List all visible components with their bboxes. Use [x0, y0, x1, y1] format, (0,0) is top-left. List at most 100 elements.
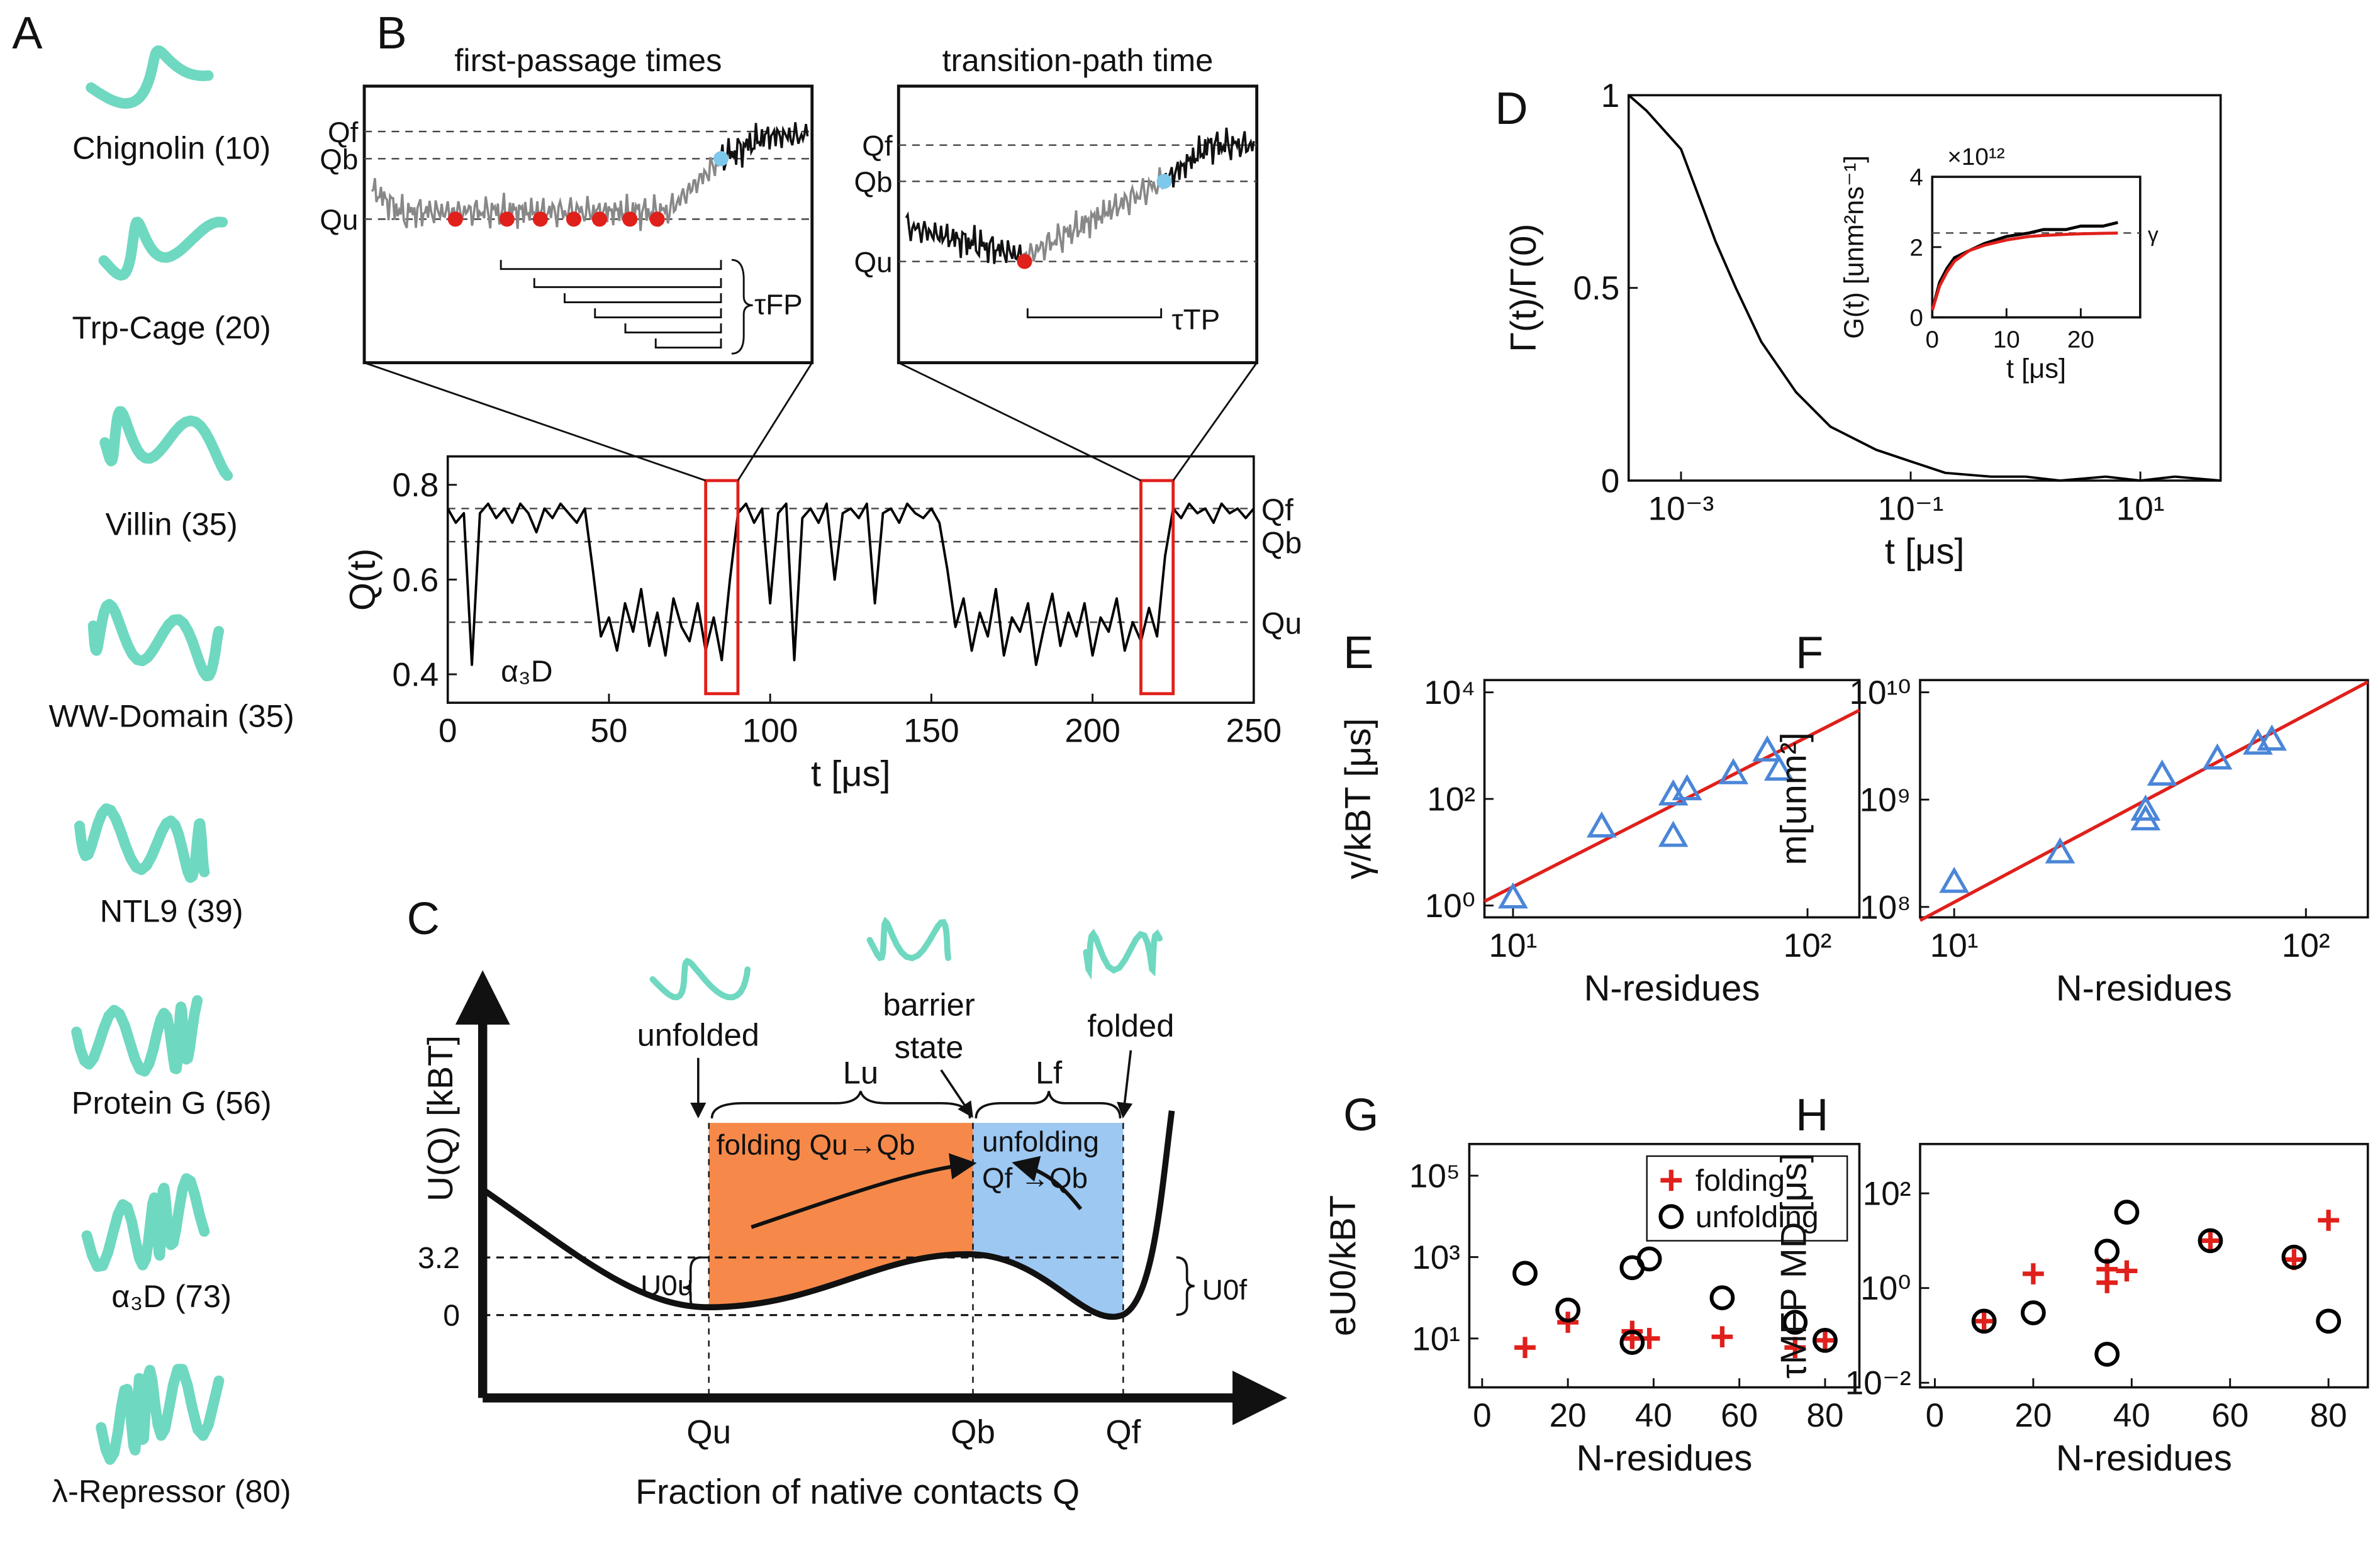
data-point [1658, 1204, 1684, 1229]
data-point [2045, 837, 2076, 864]
protein-label: λ-Repressor (80) [52, 1473, 291, 1509]
legend-label: folding [1696, 1164, 1785, 1198]
data-point [1498, 882, 1528, 909]
reference-label: Qu [1261, 607, 1302, 641]
tau-label: τTP [1172, 304, 1221, 336]
connector-line [737, 362, 813, 481]
data-point [1658, 820, 1689, 847]
brace [710, 1091, 971, 1119]
inset-trace [905, 211, 1026, 264]
brace [975, 1091, 1122, 1119]
inset-trace [720, 122, 809, 171]
reference-label: γ [2148, 223, 2159, 247]
x-tick-label: 10⁻³ [1648, 491, 1714, 528]
data-point [2147, 759, 2177, 786]
process-label: Qf →Qb [982, 1162, 1088, 1194]
y-tick-label: 0 [1601, 463, 1620, 500]
data-point [1718, 758, 1749, 784]
data-point [2202, 743, 2233, 770]
protein-structure [74, 803, 210, 883]
y-axis-label: m[unm²] [1774, 732, 1814, 865]
protein-label: Protein G (56) [72, 1085, 272, 1121]
unfolding-arrow [1012, 1156, 1083, 1210]
y-tick-label: 10⁻² [1845, 1365, 1911, 1402]
data-point [2022, 1263, 2044, 1284]
protein-label: Chignolin (10) [72, 130, 271, 165]
data-point [1763, 754, 1794, 781]
data-line [447, 502, 1255, 666]
x-tick-label: 10² [1784, 927, 1832, 964]
y-axis-label: G(t) [unm²ns⁻¹] [1839, 155, 1869, 339]
protein-structure [866, 916, 951, 962]
panel-label: F [1796, 628, 1823, 678]
data-point [2116, 1260, 2138, 1282]
barrier-label: U0u [640, 1269, 693, 1301]
plot-frame [1919, 1142, 2369, 1389]
inset-title: transition-path time [942, 42, 1214, 78]
data-point [2257, 724, 2287, 751]
level-label: Qu [854, 247, 892, 279]
x-tick-label: 10² [2282, 927, 2330, 964]
y-tick-label: 10⁰ [1860, 1270, 1911, 1307]
protein-structure [649, 957, 751, 1001]
x-tick-label: 150 [903, 713, 959, 750]
y-tick-label: 3.2 [418, 1241, 460, 1275]
y-tick-label: 0.4 [392, 657, 439, 694]
panel-label: D [1495, 84, 1528, 134]
data-point [1619, 1330, 1645, 1355]
axis-multiplier: ×10¹² [1947, 143, 2004, 170]
data-point [1971, 1308, 1997, 1334]
process-label: unfolding [982, 1126, 1099, 1158]
first-passage-dot [532, 211, 548, 227]
y-tick-label: 0 [443, 1299, 460, 1333]
connector-line [364, 362, 707, 482]
y-axis-label: U(Q) [kBT] [421, 1035, 460, 1201]
y-tick-label: 10⁹ [1860, 782, 1911, 819]
data-point [1636, 1246, 1662, 1272]
y-tick-label: 4 [1909, 164, 1923, 191]
y-tick-label: 2 [1909, 234, 1923, 261]
plot-frame [1931, 175, 2142, 319]
x-axis-label: N-residues [2056, 1439, 2232, 1479]
data-point [2281, 1244, 2307, 1270]
data-point [2199, 1230, 2221, 1252]
pointer [940, 1069, 973, 1118]
protein-structure [71, 995, 203, 1077]
level-label: Qf [328, 116, 359, 148]
process-label: folding Qu→Qb [717, 1129, 915, 1161]
x-tick-label: 10¹ [1489, 927, 1538, 964]
data-point [1711, 1326, 1733, 1347]
x-tick-label: 50 [590, 713, 627, 750]
data-point [1814, 1330, 1836, 1351]
boundary-dot [1156, 174, 1172, 189]
x-axis-label: N-residues [1584, 969, 1760, 1009]
state-label: unfolded [637, 1017, 759, 1053]
x-axis-label: N-residues [2056, 969, 2232, 1009]
x-axis-label: N-residues [1577, 1439, 1753, 1479]
x-axis-label: t [μs] [2006, 354, 2066, 384]
x-tick-label: Qu [686, 1414, 731, 1451]
first-passage-dot [566, 211, 582, 227]
inset-trace [1024, 167, 1165, 264]
connector-line [898, 362, 1142, 482]
panel-label: B [376, 8, 406, 58]
passage-bracket [500, 260, 722, 270]
y-tick-label: 0.8 [392, 467, 439, 504]
plot-frame [1468, 1142, 1861, 1389]
transition-dot [1017, 253, 1032, 269]
plot-frame [1627, 94, 2222, 482]
x-tick-label: 80 [2310, 1397, 2347, 1434]
x-tick-label: 20 [1550, 1397, 1587, 1434]
highlight-box [704, 479, 740, 696]
passage-bracket [564, 293, 722, 303]
y-tick-label: 10¹⁰ [1850, 674, 1911, 711]
y-tick-label: 10³ [1412, 1239, 1460, 1276]
protein-structure [98, 216, 228, 281]
first-passage-dot [447, 211, 463, 227]
x-tick-label: 60 [2211, 1397, 2249, 1434]
data-point [1672, 774, 1702, 801]
y-tick-label: 10⁵ [1409, 1158, 1460, 1195]
data-point [1514, 1337, 1536, 1359]
data-point [1586, 811, 1617, 838]
protein-label: Villin (35) [106, 506, 238, 542]
